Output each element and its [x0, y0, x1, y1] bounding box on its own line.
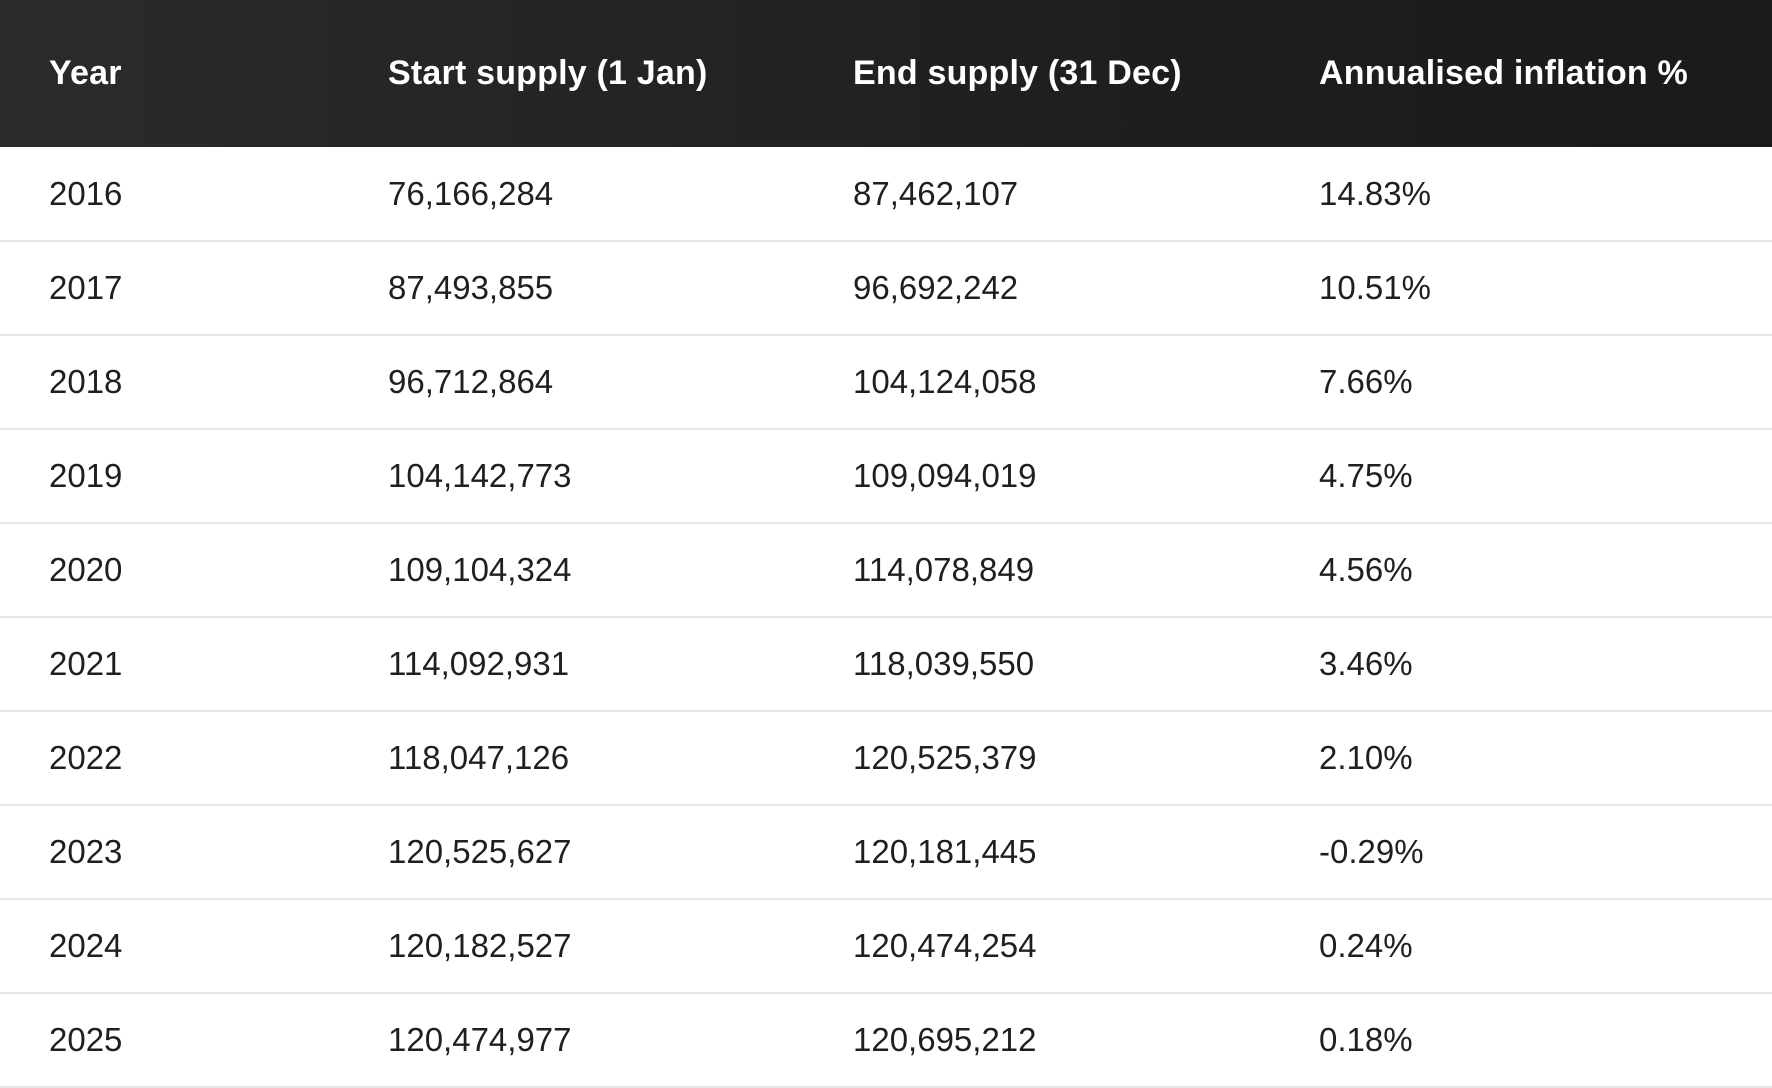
cell-end-supply: 104,124,058 — [853, 363, 1037, 400]
cell-end-supply: 109,094,019 — [853, 457, 1037, 494]
cell-start-supply: 120,182,527 — [388, 927, 572, 964]
cell-inflation: 7.66% — [1319, 363, 1413, 400]
cell-inflation: 4.56% — [1319, 551, 1413, 588]
cell-inflation: 10.51% — [1319, 269, 1431, 306]
cell-end-supply: 120,474,254 — [853, 927, 1037, 964]
cell-start-supply: 114,092,931 — [388, 645, 570, 682]
table-row: 2024 120,182,527 120,474,254 0.24% — [0, 899, 1772, 993]
cell-inflation: 14.83% — [1319, 174, 1431, 212]
cell-year: 2017 — [49, 269, 123, 306]
cell-year: 2024 — [49, 927, 123, 964]
cell-end-supply: 87,462,107 — [853, 174, 1019, 212]
table-row: 2016 76,166,284 87,462,107 14.83% — [0, 147, 1772, 241]
cell-year: 2022 — [49, 739, 123, 776]
cell-end-supply: 120,525,379 — [853, 739, 1037, 776]
cell-end-supply: 120,695,212 — [853, 1021, 1037, 1058]
cell-end-supply: 96,692,242 — [853, 269, 1019, 306]
cell-year: 2020 — [49, 551, 123, 588]
cell-year: 2023 — [49, 833, 123, 870]
header-inflation: Annualised inflation % — [1319, 54, 1688, 92]
cell-start-supply: 76,166,284 — [388, 174, 554, 212]
table-row: 2023 120,525,627 120,181,445 -0.29% — [0, 805, 1772, 899]
table-row: 2018 96,712,864 104,124,058 7.66% — [0, 335, 1772, 429]
table-row: 2022 118,047,126 120,525,379 2.10% — [0, 711, 1772, 805]
table-row: 2019 104,142,773 109,094,019 4.75% — [0, 429, 1772, 523]
cell-inflation: 2.10% — [1319, 739, 1413, 776]
cell-start-supply: 96,712,864 — [388, 363, 554, 400]
cell-inflation: 0.18% — [1319, 1021, 1413, 1058]
cell-start-supply: 120,525,627 — [388, 833, 572, 870]
cell-end-supply: 120,181,445 — [853, 833, 1037, 870]
cell-year: 2021 — [49, 645, 123, 682]
cell-inflation: 0.24% — [1319, 927, 1413, 964]
cell-inflation: 4.75% — [1319, 457, 1413, 494]
table-row: 2020 109,104,324 114,078,849 4.56% — [0, 523, 1772, 617]
cell-end-supply: 114,078,849 — [853, 551, 1035, 588]
cell-start-supply: 104,142,773 — [388, 457, 572, 494]
cell-start-supply: 109,104,324 — [388, 551, 572, 588]
header-year: Year — [49, 54, 122, 92]
cell-inflation: -0.29% — [1319, 833, 1424, 870]
cell-year: 2016 — [49, 174, 123, 212]
cell-inflation: 3.46% — [1319, 645, 1413, 682]
header-start-supply: Start supply (1 Jan) — [388, 54, 708, 92]
table-row: 2017 87,493,855 96,692,242 10.51% — [0, 241, 1772, 335]
cell-start-supply: 87,493,855 — [388, 269, 554, 306]
cell-year: 2019 — [49, 457, 123, 494]
cell-end-supply: 118,039,550 — [853, 645, 1035, 682]
cell-start-supply: 118,047,126 — [388, 739, 570, 776]
header-end-supply: End supply (31 Dec) — [853, 54, 1182, 92]
cell-year: 2018 — [49, 363, 123, 400]
cell-start-supply: 120,474,977 — [388, 1021, 572, 1058]
table-row: 2025 120,474,977 120,695,212 0.18% — [0, 993, 1772, 1087]
table-header-row: Year Start supply (1 Jan) End supply (31… — [0, 0, 1772, 147]
cell-year: 2025 — [49, 1021, 123, 1058]
table-row: 2021 114,092,931 118,039,550 3.46% — [0, 617, 1772, 711]
